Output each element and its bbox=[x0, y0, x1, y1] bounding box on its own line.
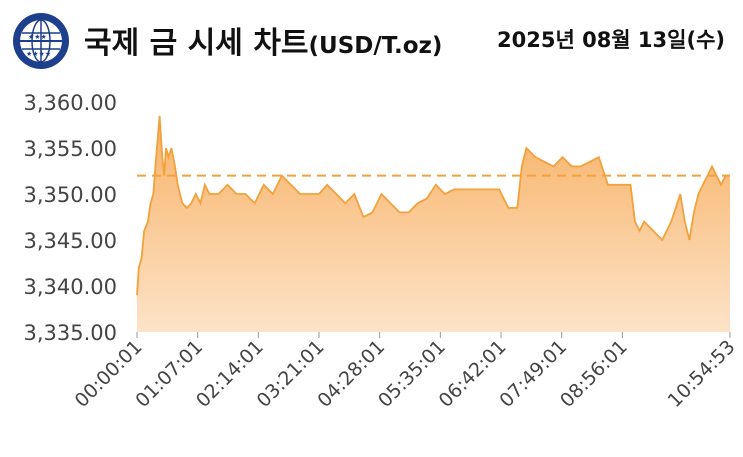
price-line bbox=[136, 115, 730, 296]
price-area-fill bbox=[137, 115, 730, 332]
title-unit: (USD/T.oz) bbox=[308, 33, 443, 59]
y-tick-label: 3,350.00 bbox=[23, 183, 117, 207]
y-tick-label: 3,335.00 bbox=[23, 321, 117, 345]
svg-text:★★★: ★★★ bbox=[28, 33, 47, 41]
title-text: 국제 금 시세 차트 bbox=[84, 26, 309, 61]
y-tick-label: 3,345.00 bbox=[23, 229, 117, 253]
chart-date: 2025년 08월 13일(수) bbox=[497, 28, 725, 52]
svg-text:★★★★: ★★★★ bbox=[26, 50, 51, 58]
y-tick-label: 3,340.00 bbox=[23, 275, 117, 299]
x-tick-label: 08:56:01 bbox=[556, 336, 632, 412]
header: ★★★ ★★★★ 국제 금 시세 차트(USD/T.oz) 2025년 08월 … bbox=[0, 0, 743, 80]
page-title: 국제 금 시세 차트(USD/T.oz) bbox=[84, 18, 442, 62]
gold-price-chart: 3,335.00 3,340.00 3,345.00 3,350.00 3,355.00… bbox=[23, 91, 740, 412]
y-tick-label: 3,355.00 bbox=[23, 137, 117, 161]
samsung-globe-logo-icon: ★★★ ★★★★ bbox=[13, 13, 69, 69]
x-tick-label: 10:54:53 bbox=[664, 336, 740, 412]
x-axis: 00:00:0101:07:0102:14:0103:21:0104:28:01… bbox=[71, 332, 740, 412]
y-axis: 3,335.00 3,340.00 3,345.00 3,350.00 3,355.00… bbox=[23, 91, 117, 345]
y-tick-label: 3,360.00 bbox=[23, 91, 117, 115]
